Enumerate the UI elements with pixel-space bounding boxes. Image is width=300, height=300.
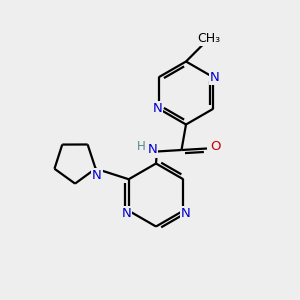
Text: H: H (137, 140, 146, 153)
Text: N: N (152, 102, 162, 115)
Text: N: N (181, 207, 190, 220)
Text: N: N (122, 207, 131, 220)
Text: N: N (92, 169, 102, 182)
Text: N: N (148, 143, 157, 157)
Text: CH₃: CH₃ (197, 32, 221, 45)
Text: O: O (210, 140, 220, 154)
Text: N: N (210, 71, 220, 84)
